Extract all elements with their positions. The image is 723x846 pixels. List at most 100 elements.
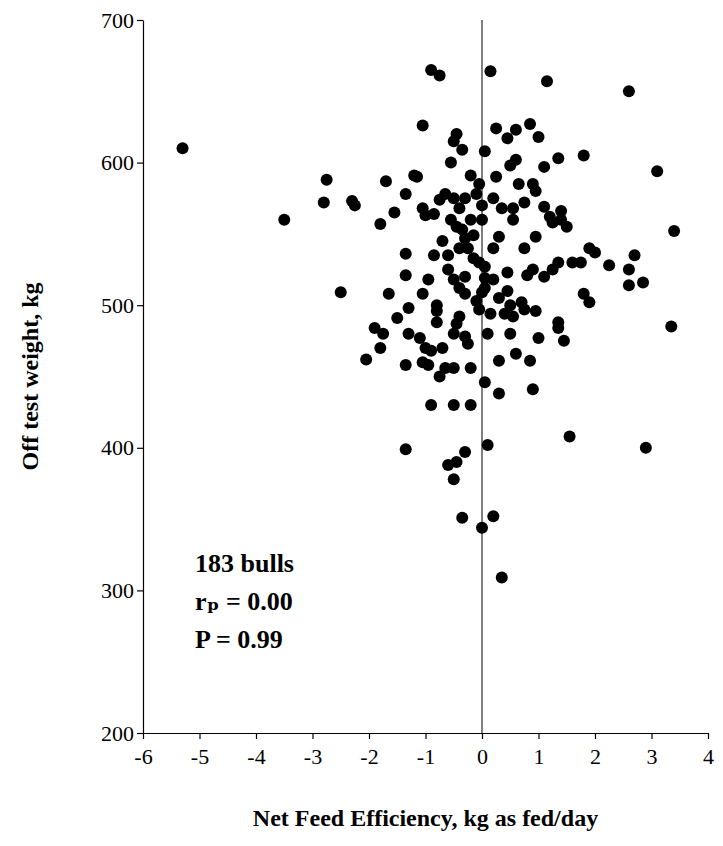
x-tick: -6 [134, 733, 152, 769]
point [453, 282, 465, 294]
point [518, 303, 530, 315]
point [518, 197, 530, 209]
point [623, 85, 635, 97]
reference-layer [482, 20, 483, 733]
point [665, 321, 677, 333]
point [501, 285, 513, 297]
x-tick-label: -2 [360, 744, 378, 769]
point [468, 252, 480, 264]
point [465, 362, 477, 374]
point [583, 296, 595, 308]
point [417, 202, 429, 214]
x-tick-label: 3 [647, 744, 658, 769]
point [434, 371, 446, 383]
point [530, 305, 542, 317]
point [374, 218, 386, 230]
point [377, 328, 389, 340]
x-tick-mark [425, 733, 426, 739]
point [445, 157, 457, 169]
x-tick-mark [651, 733, 652, 739]
y-tick-mark [137, 448, 143, 449]
point [510, 348, 522, 360]
x-tick-label: -4 [247, 744, 265, 769]
point [575, 256, 587, 268]
point [629, 249, 641, 261]
point [651, 165, 663, 177]
point [417, 120, 429, 132]
point [422, 274, 434, 286]
point [513, 178, 525, 190]
point [479, 376, 491, 388]
point [623, 264, 635, 276]
point [484, 65, 496, 77]
point [436, 342, 448, 354]
point [459, 271, 471, 283]
point [552, 256, 564, 268]
point [451, 128, 463, 140]
point [431, 316, 443, 328]
point [552, 152, 564, 164]
point [428, 249, 440, 261]
y-tick-mark [137, 20, 143, 21]
x-tick-label: -3 [304, 744, 322, 769]
y-tick-mark [137, 733, 143, 734]
point [490, 171, 502, 183]
x-tick-label: 0 [477, 744, 488, 769]
point [482, 439, 494, 451]
x-tick: -1 [417, 733, 435, 769]
point [493, 231, 505, 243]
point [510, 124, 522, 136]
point [564, 430, 576, 442]
point [484, 308, 496, 320]
point [400, 443, 412, 455]
point [476, 214, 488, 226]
y-axis-line [143, 21, 144, 734]
point [468, 229, 480, 241]
x-tick-label: -6 [134, 744, 152, 769]
point [177, 142, 189, 154]
y-tick: 200 [101, 721, 143, 746]
point [374, 342, 386, 354]
x-tick-mark [538, 733, 539, 739]
point [403, 302, 415, 314]
x-tick: 0 [477, 733, 488, 769]
points [177, 64, 681, 584]
x-tick: -4 [247, 733, 265, 769]
x-tick-label: 4 [703, 744, 714, 769]
point [400, 248, 412, 260]
annotation: rₚ = 0.00 [195, 587, 293, 616]
point [524, 118, 536, 130]
point [637, 276, 649, 288]
point [448, 473, 460, 485]
x-tick: 3 [647, 733, 658, 769]
x-tick: -2 [360, 733, 378, 769]
x-tick-label: 2 [590, 744, 601, 769]
point [465, 169, 477, 181]
point [487, 510, 499, 522]
point [400, 188, 412, 200]
annotation: 183 bulls [195, 549, 294, 578]
point [482, 328, 494, 340]
point [510, 154, 522, 166]
point [436, 235, 448, 247]
y-tick-mark [137, 590, 143, 591]
x-tick-mark [595, 733, 596, 739]
x-tick-label: -5 [191, 744, 209, 769]
point [533, 131, 545, 143]
point [521, 269, 533, 281]
y-tick: 600 [101, 150, 143, 175]
point [425, 399, 437, 411]
point [544, 211, 556, 223]
point [476, 286, 488, 298]
y-tick-label: 400 [101, 435, 134, 460]
point [434, 70, 446, 82]
point [530, 231, 542, 243]
point [479, 272, 491, 284]
point [640, 442, 652, 454]
y-tick-label: 500 [101, 293, 134, 318]
point [318, 197, 330, 209]
point [555, 205, 567, 217]
point [417, 288, 429, 300]
point [321, 174, 333, 186]
point [442, 264, 454, 276]
